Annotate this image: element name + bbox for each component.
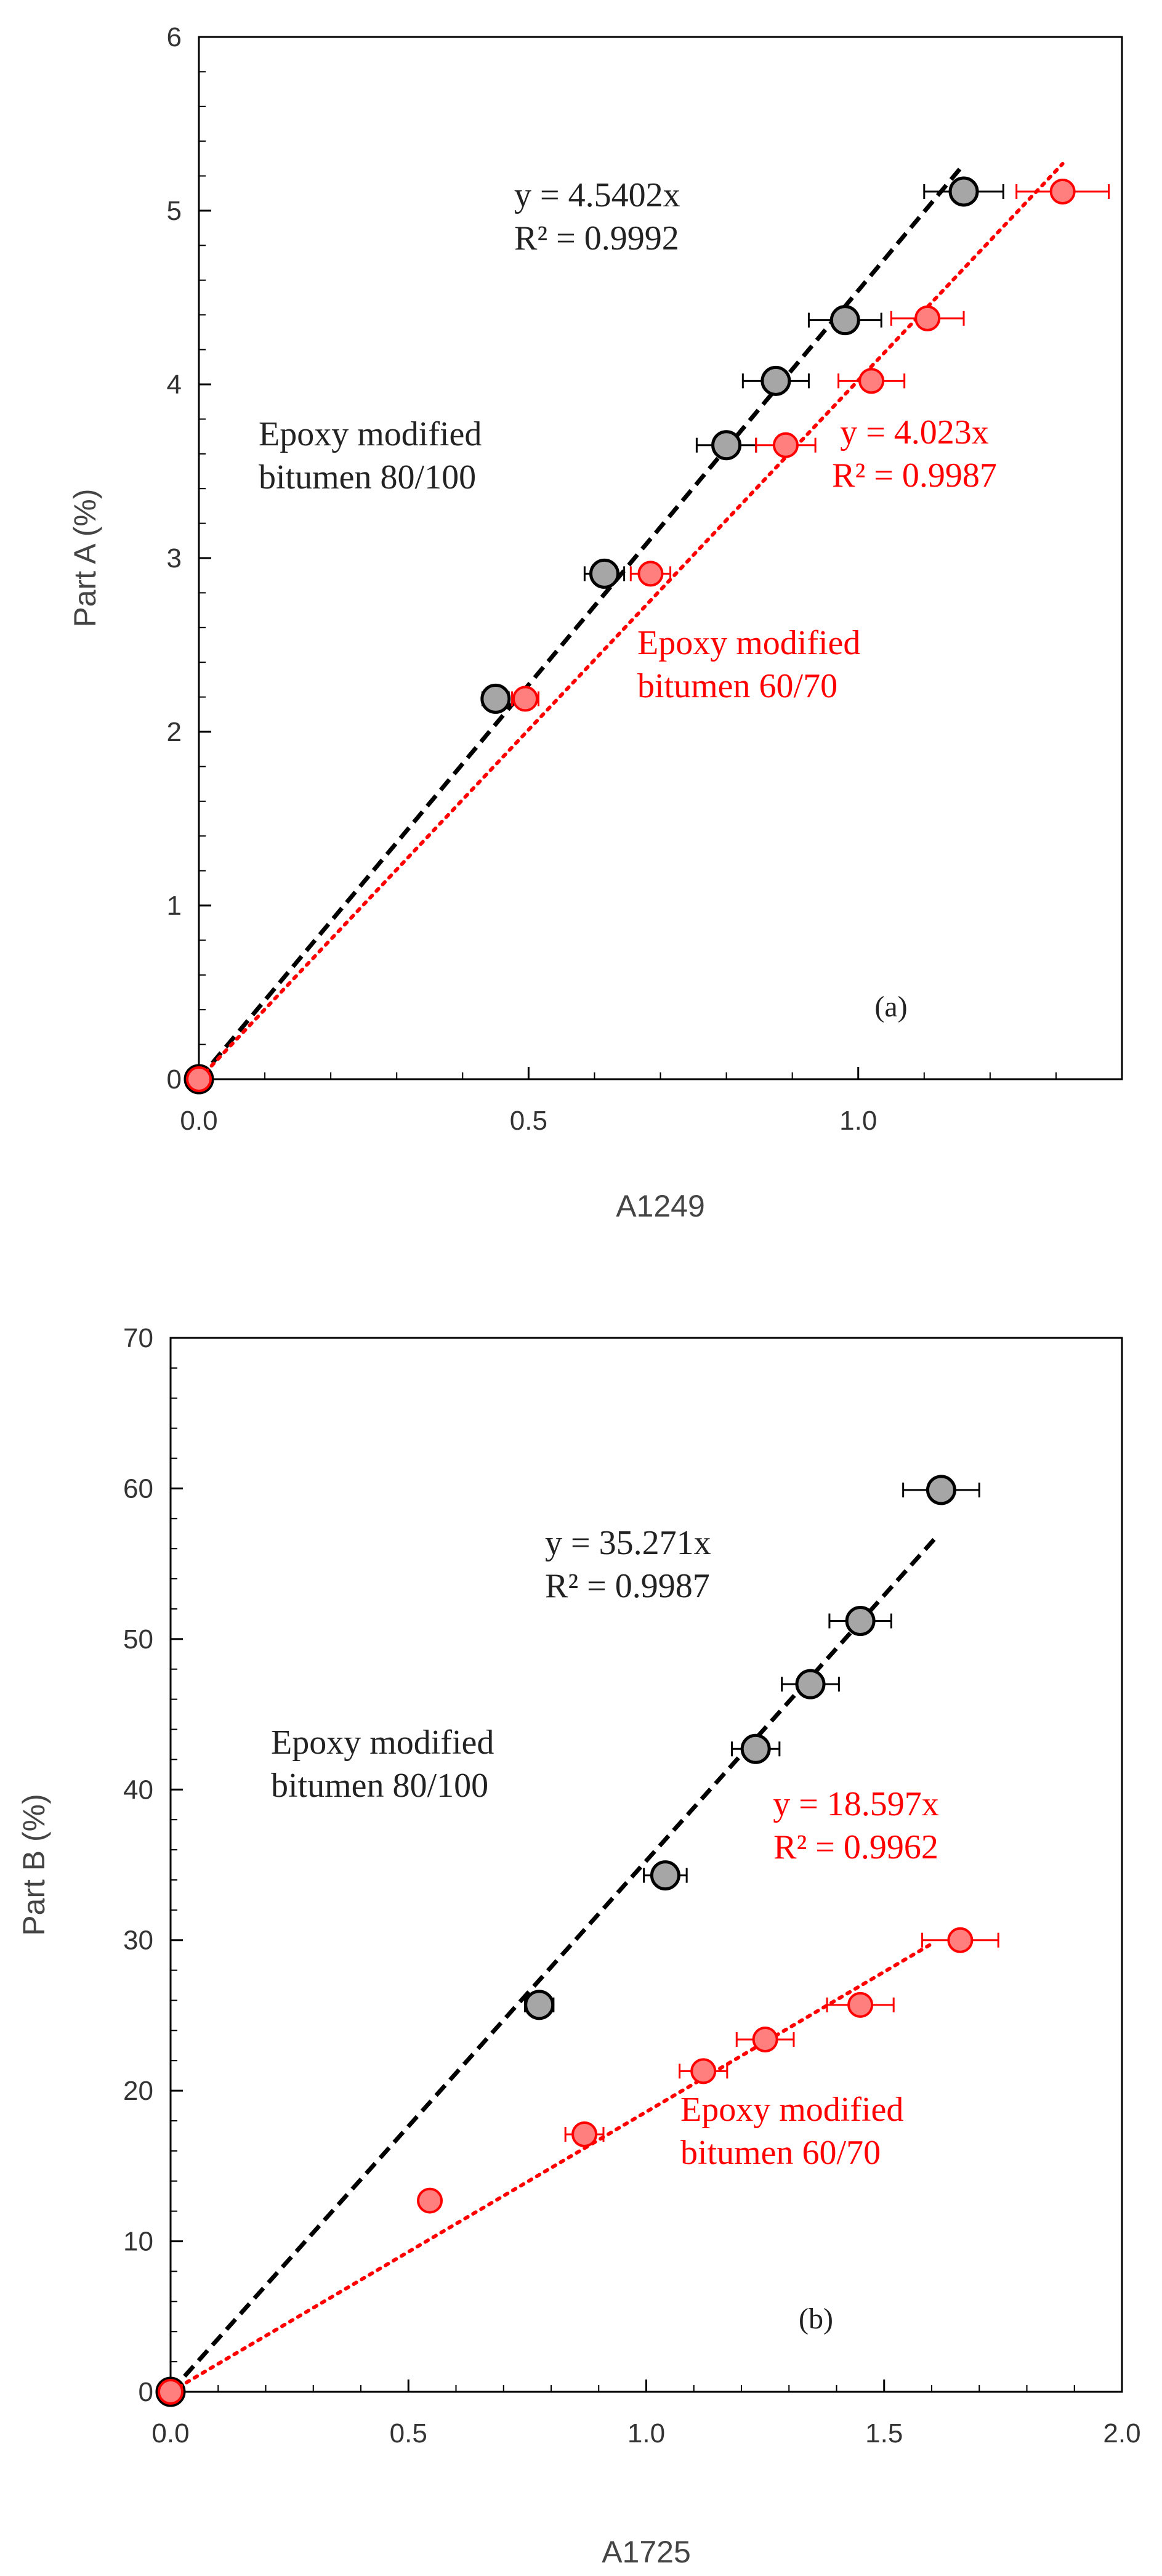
y-tick-label: 1 [167, 891, 182, 921]
data-point [690, 2058, 717, 2084]
trendline [169, 1535, 938, 2394]
panel-label: (b) [799, 2303, 833, 2335]
x-tick-label: 1.0 [839, 1106, 877, 1136]
y-axis-title: Part B (%) [17, 1794, 51, 1936]
trendline [197, 163, 966, 1081]
x-tick-label: 1.0 [627, 2418, 665, 2448]
x-tick-label: 0.0 [151, 2418, 189, 2448]
series-80-100: y = 35.271x R² = 0.9987 Epoxy modified bitu… [155, 1475, 980, 2407]
series-label-line: bitumen 60/70 [680, 2134, 881, 2172]
data-point [858, 368, 885, 394]
chart-panel-b: 0 10 20 30 40 50 60 70 0.0 0.5 1.0 1.5 2.0 A1725 Part … [17, 1323, 1141, 2569]
trendline [197, 161, 1065, 1081]
equation-label: y = 35.271x [545, 1524, 711, 1562]
series-label-line: Epoxy modified [680, 2091, 903, 2129]
data-point [752, 2027, 778, 2053]
series-60-70: y = 4.023x R² = 0.9987 Epoxy modified bitum… [186, 161, 1110, 1092]
y-tick-label: 40 [123, 1775, 153, 1805]
y-tick-label: 2 [167, 717, 182, 747]
data-point [571, 2121, 598, 2148]
data-point [637, 561, 664, 587]
data-point [524, 1990, 555, 2020]
y-tick-label: 6 [167, 22, 182, 52]
x-tick-label: 0.5 [510, 1106, 547, 1136]
series-label-line: Epoxy modified [271, 1723, 494, 1762]
data-point [829, 305, 860, 336]
y-tick-label: 30 [123, 1926, 153, 1956]
series-label-line: bitumen 60/70 [637, 667, 837, 705]
data-point [845, 1606, 876, 1637]
equation-label: y = 4.5402x [514, 176, 680, 214]
x-tick-label: 1.5 [865, 2418, 903, 2448]
series-60-70: y = 18.597x R² = 0.9962 Epoxy modified bitu… [158, 1785, 999, 2405]
data-point [914, 305, 941, 331]
data-point [1049, 178, 1076, 205]
series-label-line: bitumen 80/100 [271, 1767, 488, 1805]
data-point [186, 1066, 212, 1092]
r-squared-label: R² = 0.9987 [832, 456, 997, 495]
r-squared-label: R² = 0.9992 [514, 219, 679, 257]
data-point [589, 558, 619, 589]
x-axis-title: A1249 [616, 1189, 705, 1223]
data-point [772, 432, 799, 458]
chart-panel-a: 0 1 2 3 4 5 6 0.0 0.5 1.0 A1249 Part A (%) y = 4.540… [68, 22, 1123, 1223]
data-point [417, 2187, 443, 2214]
data-point [512, 686, 539, 712]
y-tick-label: 0 [139, 2377, 153, 2407]
data-point [761, 365, 791, 396]
x-tick-label: 2.0 [1103, 2418, 1140, 2448]
series-label-line: Epoxy modified [637, 624, 860, 662]
series-80-100: y = 4.5402x R² = 0.9992 Epoxy modified bitu… [184, 163, 1004, 1095]
data-point [947, 1927, 974, 1953]
panel-label: (a) [874, 990, 907, 1023]
data-point [926, 1475, 956, 1505]
data-point [740, 1733, 771, 1764]
trendline [169, 1942, 934, 2394]
x-tick-label: 0.5 [390, 2418, 427, 2448]
y-tick-label: 5 [167, 196, 182, 226]
y-tick-label: 70 [123, 1323, 153, 1353]
equation-label: y = 18.597x [773, 1785, 939, 1823]
data-point [480, 683, 511, 714]
x-tick-label: 0.0 [180, 1106, 217, 1136]
y-tick-label: 4 [167, 370, 182, 400]
y-axis-title: Part A (%) [68, 488, 102, 627]
series-label-line: bitumen 80/100 [259, 458, 476, 496]
series-label-line: Epoxy modified [259, 415, 482, 453]
y-tick-label: 20 [123, 2076, 153, 2106]
r-squared-label: R² = 0.9962 [773, 1828, 938, 1866]
r-squared-label: R² = 0.9987 [545, 1567, 710, 1605]
y-tick-label: 50 [123, 1624, 153, 1655]
x-axis-title: A1725 [602, 2535, 691, 2569]
data-point [650, 1860, 680, 1891]
data-point [795, 1669, 826, 1699]
data-point [158, 2379, 184, 2405]
data-point [948, 176, 979, 207]
y-tick-label: 60 [123, 1473, 153, 1504]
y-tick-label: 10 [123, 2227, 153, 2257]
data-point [847, 1991, 874, 2018]
y-tick-label: 3 [167, 543, 182, 573]
data-point [711, 430, 742, 461]
equation-label: y = 4.023x [840, 413, 989, 452]
y-tick-label: 0 [167, 1064, 182, 1095]
